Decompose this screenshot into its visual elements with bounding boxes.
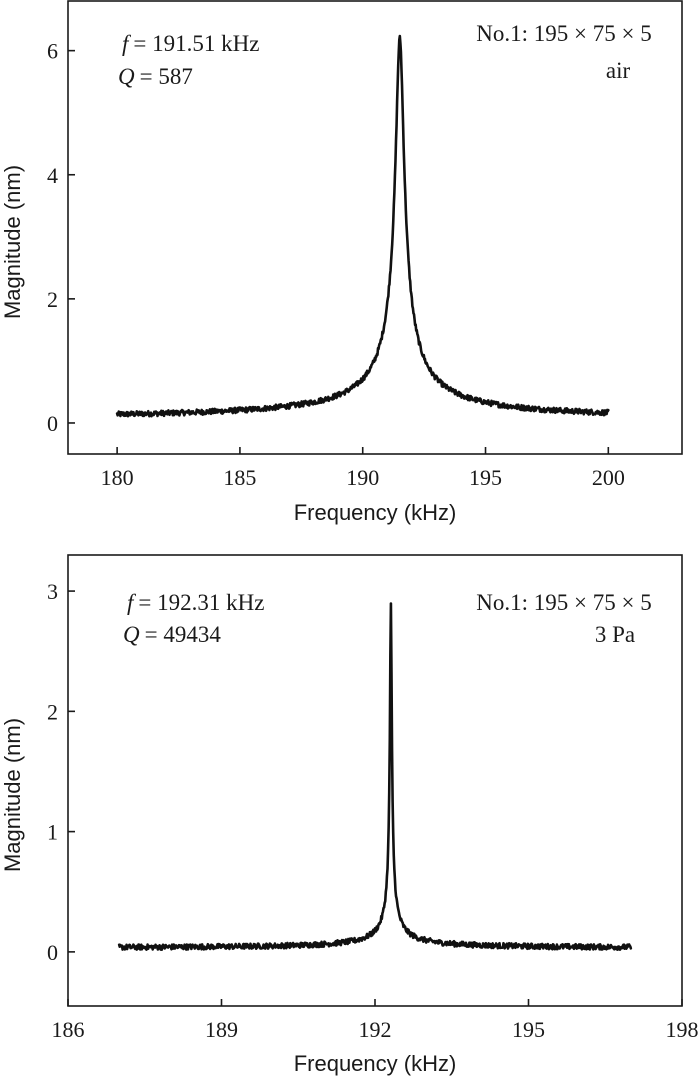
f-symbol-bottom: f bbox=[127, 590, 137, 615]
x-tick-label-top-1: 185 bbox=[223, 465, 256, 490]
x-tick-label-top-2: 190 bbox=[346, 465, 379, 490]
frequency-annotation-top: f = 191.51 kHz bbox=[122, 31, 259, 56]
y-tick-label-bottom-3: 3 bbox=[47, 579, 58, 604]
q-value-top: = 587 bbox=[140, 64, 193, 89]
condition-annotation-bottom: 3 Pa bbox=[595, 622, 635, 647]
y-axis-label-top: Magnitude (nm) bbox=[0, 165, 25, 319]
y-axis-label-bottom: Magnitude (nm) bbox=[0, 718, 25, 872]
x-tick-label-bottom-4: 198 bbox=[666, 1017, 699, 1042]
frequency-annotation-bottom: f = 192.31 kHz bbox=[127, 590, 264, 615]
x-tick-label-bottom-3: 195 bbox=[512, 1017, 545, 1042]
condition-annotation-top: air bbox=[606, 58, 631, 83]
x-tick-label-top-4: 200 bbox=[592, 465, 625, 490]
f-value-bottom: = 192.31 kHz bbox=[138, 590, 264, 615]
chart-bottom: 0 1 2 3 186 189 192 195 198 Frequency (kHz) Mag… bbox=[0, 554, 699, 1076]
sample-annotation-top: No.1: 195 × 75 × 5 bbox=[476, 21, 651, 46]
series-line-top bbox=[115, 34, 610, 418]
q-annotation-bottom: Q = 49434 bbox=[123, 622, 221, 647]
y-tick-label-top-0: 0 bbox=[47, 411, 58, 436]
x-ticks-bottom: 186 189 192 195 198 bbox=[52, 999, 699, 1042]
f-symbol-top: f bbox=[122, 31, 132, 56]
x-tick-label-bottom-1: 189 bbox=[205, 1017, 238, 1042]
y-tick-label-bottom-1: 1 bbox=[47, 820, 58, 845]
series-line-bottom bbox=[117, 602, 633, 951]
x-ticks-top: 180 185 190 195 200 bbox=[101, 447, 625, 490]
f-value-top: = 191.51 kHz bbox=[133, 31, 259, 56]
y-ticks-top: 0 2 4 6 bbox=[47, 39, 75, 436]
x-tick-label-top-3: 195 bbox=[469, 465, 502, 490]
x-tick-label-bottom-0: 186 bbox=[52, 1017, 85, 1042]
y-tick-label-top-2: 4 bbox=[47, 163, 58, 188]
y-tick-label-bottom-0: 0 bbox=[47, 940, 58, 965]
plot-frame-top bbox=[67, 0, 683, 455]
q-symbol-bottom: Q bbox=[123, 622, 140, 647]
x-axis-label-top: Frequency (kHz) bbox=[294, 500, 457, 525]
q-value-bottom: = 49434 bbox=[145, 622, 222, 647]
x-axis-label-bottom: Frequency (kHz) bbox=[294, 1051, 457, 1076]
y-tick-label-bottom-2: 2 bbox=[47, 699, 58, 724]
x-tick-label-bottom-2: 192 bbox=[359, 1017, 392, 1042]
x-tick-label-top-0: 180 bbox=[101, 465, 134, 490]
q-annotation-top: Q = 587 bbox=[118, 64, 193, 89]
sample-annotation-bottom: No.1: 195 × 75 × 5 bbox=[476, 590, 651, 615]
y-tick-label-top-3: 6 bbox=[47, 39, 58, 64]
q-symbol-top: Q bbox=[118, 64, 135, 89]
chart-top: 0 2 4 6 180 185 190 195 200 Frequency (kHz) Mag… bbox=[0, 0, 683, 525]
y-ticks-bottom: 0 1 2 3 bbox=[47, 579, 75, 965]
y-tick-label-top-1: 2 bbox=[47, 287, 58, 312]
